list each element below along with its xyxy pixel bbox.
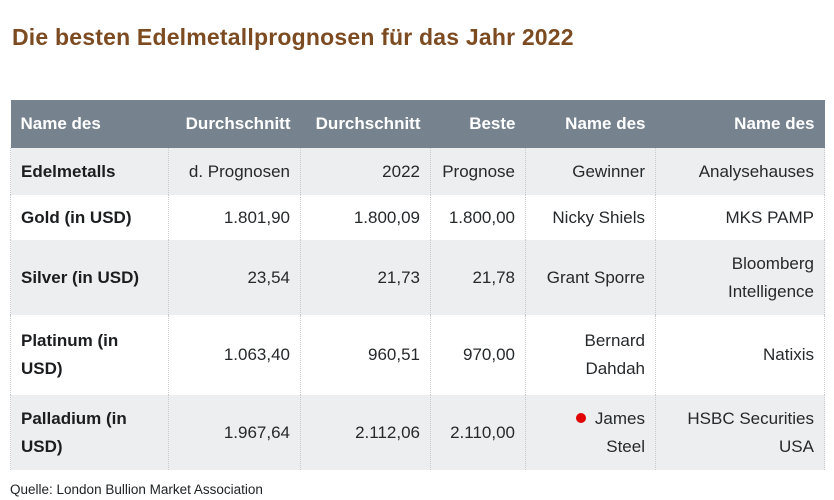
header-row-line1: Name des Durchschnitt Durchschnitt Beste… bbox=[10, 100, 825, 148]
avg-2022-cell: 2.112,06 bbox=[300, 395, 431, 470]
avg-forecasts-cell: 1.801,90 bbox=[168, 195, 301, 240]
avg-forecasts-cell: 1.063,40 bbox=[168, 315, 301, 395]
avg-forecasts-cell: 1.967,64 bbox=[168, 395, 301, 470]
best-forecast-cell: 1.800,00 bbox=[430, 195, 526, 240]
best-forecast-cell: 21,78 bbox=[430, 240, 526, 315]
winner-cell: Bernard Dahdah bbox=[525, 315, 656, 395]
winner-cell: Nicky Shiels bbox=[525, 195, 656, 240]
source-note: Quelle: London Bullion Market Associatio… bbox=[10, 482, 263, 497]
forecast-table: Name des Durchschnitt Durchschnitt Beste… bbox=[10, 100, 825, 470]
col-header-metal: Name des bbox=[10, 100, 169, 148]
table-header: Name des Durchschnitt Durchschnitt Beste… bbox=[10, 100, 825, 195]
col-header-avg-2022: Durchschnitt bbox=[300, 100, 431, 148]
best-forecast-cell: 2.110,00 bbox=[430, 395, 526, 470]
red-dot-icon bbox=[575, 412, 586, 423]
col-header-avg-forecasts: Durchschnitt bbox=[168, 100, 301, 148]
avg-2022-cell: 960,51 bbox=[300, 315, 431, 395]
winner-cell: James Steel bbox=[525, 395, 656, 470]
avg-forecasts-cell: 23,54 bbox=[168, 240, 301, 315]
table-row-platinum: Platinum (in USD) 1.063,40 960,51 970,00… bbox=[10, 315, 825, 395]
col-subheader-avg-2022: 2022 bbox=[300, 148, 431, 195]
firm-cell: HSBC Securities USA bbox=[655, 395, 825, 470]
metal-name-cell: Gold (in USD) bbox=[10, 195, 169, 240]
avg-2022-cell: 1.800,09 bbox=[300, 195, 431, 240]
col-subheader-avg-forecasts: d. Prognosen bbox=[168, 148, 301, 195]
metal-name-cell: Palladium (in USD) bbox=[10, 395, 169, 470]
metal-name-cell: Silver (in USD) bbox=[10, 240, 169, 315]
col-header-firm: Name des bbox=[655, 100, 825, 148]
forecast-table-container: Name des Durchschnitt Durchschnitt Beste… bbox=[10, 100, 825, 470]
table-row-palladium: Palladium (in USD) 1.967,64 2.112,06 2.1… bbox=[10, 395, 825, 470]
header-row-line2: Edelmetalls d. Prognosen 2022 Prognose G… bbox=[10, 148, 825, 195]
col-subheader-firm: Analysehauses bbox=[655, 148, 825, 195]
table-body: Gold (in USD) 1.801,90 1.800,09 1.800,00… bbox=[10, 195, 825, 470]
firm-cell: MKS PAMP bbox=[655, 195, 825, 240]
metal-name-cell: Platinum (in USD) bbox=[10, 315, 169, 395]
col-subheader-metal: Edelmetalls bbox=[10, 148, 169, 195]
best-forecast-cell: 970,00 bbox=[430, 315, 526, 395]
winner-name: James Steel bbox=[594, 408, 645, 456]
winner-cell: Grant Sporre bbox=[525, 240, 656, 315]
table-row-gold: Gold (in USD) 1.801,90 1.800,09 1.800,00… bbox=[10, 195, 825, 240]
col-header-winner: Name des bbox=[525, 100, 656, 148]
avg-2022-cell: 21,73 bbox=[300, 240, 431, 315]
col-header-best: Beste bbox=[430, 100, 526, 148]
firm-cell: Natixis bbox=[655, 315, 825, 395]
page-title: Die besten Edelmetallprognosen für das J… bbox=[12, 24, 574, 50]
col-subheader-best: Prognose bbox=[430, 148, 526, 195]
table-row-silver: Silver (in USD) 23,54 21,73 21,78 Grant … bbox=[10, 240, 825, 315]
firm-cell: Bloomberg Intelligence bbox=[655, 240, 825, 315]
col-subheader-winner: Gewinner bbox=[525, 148, 656, 195]
